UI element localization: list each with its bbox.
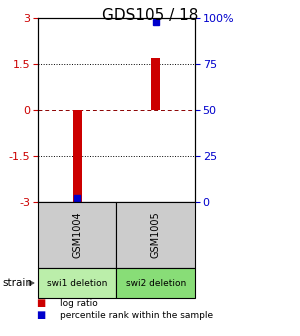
Text: GDS105 / 18: GDS105 / 18 bbox=[102, 8, 198, 23]
Text: ■: ■ bbox=[36, 310, 45, 320]
Bar bbox=[151, 58, 160, 110]
Text: swi1 deletion: swi1 deletion bbox=[47, 279, 107, 288]
Bar bbox=[73, 110, 82, 202]
Text: GSM1004: GSM1004 bbox=[72, 212, 82, 258]
Text: strain: strain bbox=[2, 278, 32, 288]
Text: ■: ■ bbox=[36, 298, 45, 308]
Text: swi2 deletion: swi2 deletion bbox=[126, 279, 186, 288]
Text: log ratio: log ratio bbox=[60, 299, 98, 308]
Text: percentile rank within the sample: percentile rank within the sample bbox=[60, 310, 213, 320]
Text: GSM1005: GSM1005 bbox=[151, 212, 161, 258]
